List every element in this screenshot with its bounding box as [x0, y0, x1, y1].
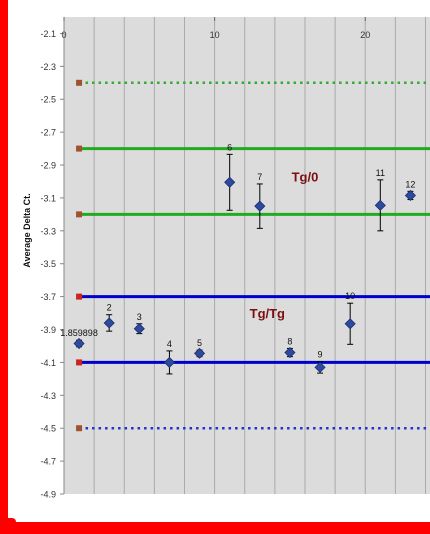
y-tick-label: -4.7: [40, 457, 56, 467]
y-tick-label: -2.3: [40, 62, 56, 72]
data-label: 9: [318, 350, 323, 360]
y-tick-label: -2.9: [40, 161, 56, 171]
data-label: 11: [376, 168, 385, 178]
y-tick-label: -4.9: [40, 490, 56, 500]
y-tick-label: -3.1: [40, 193, 56, 203]
data-label: 1.859898: [60, 328, 98, 338]
x-tick-label: 10: [210, 30, 220, 40]
data-point: [254, 200, 266, 212]
reference-line-marker: [76, 293, 83, 300]
plot-background: [64, 17, 430, 494]
y-tick-label: -2.1: [40, 29, 56, 39]
data-point: [103, 317, 115, 329]
data-label: 8: [287, 336, 292, 346]
reference-line-marker: [76, 359, 83, 366]
y-tick-label: -2.5: [40, 95, 56, 105]
x-tick-label: 0: [61, 30, 66, 40]
data-point: [224, 176, 236, 188]
data-point: [344, 318, 356, 330]
data-point: [374, 199, 386, 211]
data-label: 10: [345, 291, 355, 301]
y-tick-label: -3.3: [40, 226, 56, 236]
data-label: 5: [197, 338, 202, 348]
data-point: [193, 347, 206, 359]
y-tick-label: -4.1: [40, 358, 56, 368]
data-label: 4: [167, 339, 172, 349]
data-label: 12: [405, 179, 415, 189]
y-tick-label: -3.5: [40, 259, 56, 269]
y-tick-label: -2.7: [40, 128, 56, 138]
data-point: [284, 346, 296, 359]
x-tick-label: 20: [360, 30, 370, 40]
data-point: [314, 361, 326, 373]
reference-line-marker: [76, 425, 83, 432]
reference-line-marker: [76, 145, 83, 152]
annotation-label: Tg/Tg: [250, 306, 285, 321]
y-axis-label: Average Delta Ct.: [22, 193, 32, 267]
data-label: 2: [107, 303, 112, 313]
data-point: [73, 337, 85, 350]
reference-line-marker: [76, 211, 83, 218]
y-tick-label: -4.5: [40, 424, 56, 434]
y-tick-label: -4.3: [40, 391, 56, 401]
reference-line-marker: [76, 79, 83, 86]
data-point: [133, 323, 145, 335]
y-tick-label: -3.9: [40, 325, 56, 335]
data-label: 3: [137, 312, 142, 322]
data-point: [163, 356, 175, 368]
frame-border-corner: [2, 518, 16, 526]
frame-border-left: [0, 0, 8, 534]
data-label: 6: [227, 142, 232, 152]
data-point: [404, 189, 416, 202]
annotation-label: Tg/0: [292, 169, 319, 184]
frame-border-bottom: [0, 522, 430, 534]
data-label: 7: [257, 172, 262, 182]
y-tick-label: -3.7: [40, 292, 56, 302]
